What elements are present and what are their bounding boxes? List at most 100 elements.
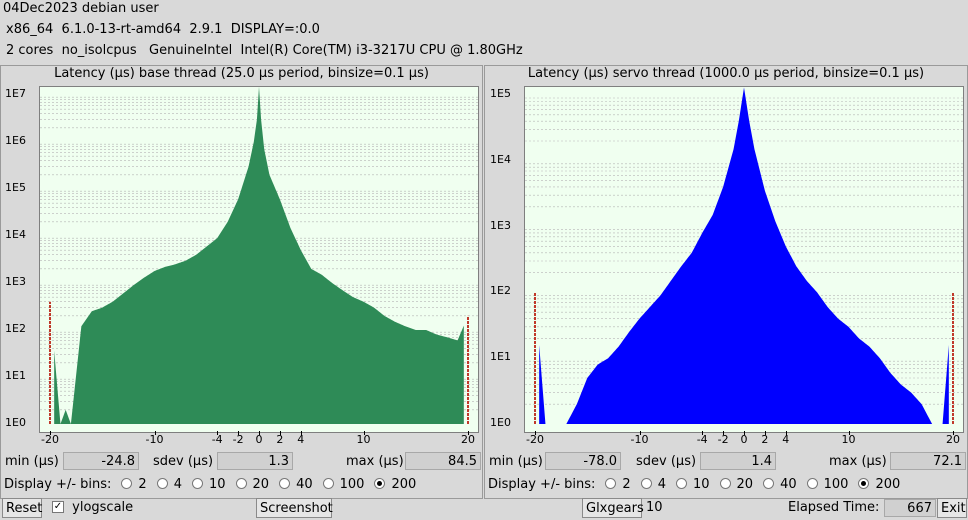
x-tick-mark [154, 431, 156, 435]
bins-label: Display +/- bins: [4, 477, 112, 492]
base-bins-selector: Display +/- bins: 2 4 10 20 40 100 200 [4, 475, 482, 495]
y-tick-label: 1E3 [490, 218, 511, 232]
checkbox-box[interactable]: ✓ [52, 500, 64, 513]
radio-button[interactable] [279, 478, 291, 489]
servo-bins-selector: Display +/- bins: 2 4 10 20 40 100 200 [488, 475, 967, 495]
bins-option-4[interactable]: 4 [631, 477, 666, 492]
bins-option-4[interactable]: 4 [147, 477, 182, 492]
bins-option-label: 4 [173, 477, 182, 492]
x-tick-mark [639, 431, 641, 435]
bins-option-2[interactable]: 2 [595, 477, 631, 492]
x-tick-label: 20 [946, 433, 960, 446]
histogram-bars [54, 87, 464, 424]
servo-histogram-plot [524, 86, 964, 433]
x-tick-mark [468, 431, 469, 435]
y-tick-label: 1E0 [490, 416, 511, 429]
base-stats: min (µs) -24.8 sdev (µs) 1.3 max (µs) 84… [1, 452, 482, 474]
servo-thread-panel: Latency (µs) servo thread (1000.0 µs per… [484, 65, 968, 499]
x-tick-label: -2 [717, 433, 729, 446]
header-line-3: 2 cores no_isolcpus GenuineIntel Intel(R… [6, 43, 523, 58]
x-tick-mark [702, 431, 704, 435]
y-tick-label: 1E2 [490, 284, 511, 298]
bins-option-200[interactable]: 200 [364, 477, 416, 492]
elapsed-time-label: Elapsed Time: [788, 500, 880, 515]
bins-option-100[interactable]: 100 [313, 477, 365, 492]
radio-button[interactable] [235, 478, 247, 489]
y-tick-label: 1E4 [490, 152, 511, 166]
radio-button[interactable] [121, 478, 133, 489]
radio-button[interactable] [763, 478, 775, 489]
x-tick-label: 20 [461, 433, 475, 446]
y-tick-label: 1E3 [5, 275, 26, 288]
x-tick-label: 0 [740, 433, 748, 446]
bins-option-10[interactable]: 10 [182, 477, 226, 492]
servo-histogram-svg [525, 87, 963, 432]
base-histogram-plot [39, 86, 479, 433]
screenshot-button[interactable]: Screenshot [256, 498, 333, 518]
bins-option-10[interactable]: 10 [666, 477, 710, 492]
x-tick-mark [785, 431, 787, 435]
bins-option-label: 4 [657, 477, 666, 492]
exit-button[interactable]: Exit [937, 498, 967, 518]
glxgears-button[interactable]: Glxgears [582, 498, 644, 518]
servo-stats: min (µs) -78.0 sdev (µs) 1.4 max (µs) 72… [485, 452, 967, 474]
servo-sdev-value: 1.4 [700, 452, 776, 470]
servo-sdev-label: sdev (µs) [636, 454, 697, 469]
bins-option-label: 2 [622, 477, 631, 492]
bins-option-label: 100 [339, 477, 365, 492]
bins-option-200[interactable]: 200 [848, 477, 900, 492]
bins-option-20[interactable]: 20 [710, 477, 754, 492]
radio-button[interactable] [191, 478, 203, 489]
x-tick-mark [217, 431, 219, 435]
x-tick-label: 4 [297, 433, 305, 446]
histogram-bars [539, 87, 949, 424]
x-tick-label: -20 [41, 433, 59, 446]
y-tick-label: 1E2 [5, 322, 26, 335]
x-tick-mark [953, 431, 954, 435]
radio-button[interactable] [675, 478, 687, 489]
bins-option-20[interactable]: 20 [226, 477, 270, 492]
radio-button[interactable] [719, 478, 731, 489]
y-tick-label: 1E1 [490, 350, 511, 364]
x-tick-label: -4 [696, 433, 708, 446]
bins-option-40[interactable]: 40 [753, 477, 797, 492]
bins-option-label: 10 [692, 477, 710, 492]
elapsed-time-value: 667 [884, 499, 936, 517]
bins-option-label: 40 [296, 477, 313, 492]
bins-option-2[interactable]: 2 [111, 477, 147, 492]
radio-button[interactable] [605, 478, 617, 489]
radio-button[interactable] [858, 478, 870, 489]
x-tick-mark [279, 431, 281, 435]
radio-button[interactable] [806, 478, 818, 489]
base-min-label: min (µs) [5, 454, 59, 469]
bins-option-100[interactable]: 100 [797, 477, 849, 492]
reset-button[interactable]: Reset [2, 498, 42, 518]
base-sdev-value: 1.3 [217, 452, 293, 470]
header-line-2: x86_64 6.1.0-13-rt-amd64 2.9.1 DISPLAY=:… [6, 22, 320, 37]
x-tick-label: 10 [841, 433, 856, 446]
y-tick-label: 1E7 [5, 87, 26, 100]
bins-option-label: 20 [252, 477, 270, 492]
ylogscale-checkbox[interactable]: ✓ ylogscale [52, 499, 133, 517]
radio-button[interactable] [640, 478, 652, 489]
bins-option-label: 200 [875, 477, 901, 492]
base-sdev-label: sdev (µs) [153, 454, 214, 469]
bins-option-label: 40 [780, 477, 797, 492]
radio-button[interactable] [156, 478, 168, 489]
x-tick-label: 2 [761, 433, 769, 446]
x-tick-mark [764, 431, 766, 435]
x-tick-mark [723, 431, 725, 435]
radio-button[interactable] [322, 478, 334, 489]
radio-button[interactable] [374, 478, 386, 489]
bins-option-label: 200 [391, 477, 417, 492]
x-tick-mark [300, 431, 302, 435]
bins-option-40[interactable]: 40 [269, 477, 313, 492]
y-tick-label: 1E5 [5, 181, 26, 194]
x-tick-label: 4 [782, 433, 790, 446]
x-tick-mark [259, 431, 260, 435]
servo-min-label: min (µs) [489, 454, 543, 469]
bins-option-label: 100 [823, 477, 849, 492]
bins-option-label: 20 [736, 477, 754, 492]
x-tick-mark [50, 431, 51, 435]
x-tick-label: -4 [211, 433, 223, 446]
